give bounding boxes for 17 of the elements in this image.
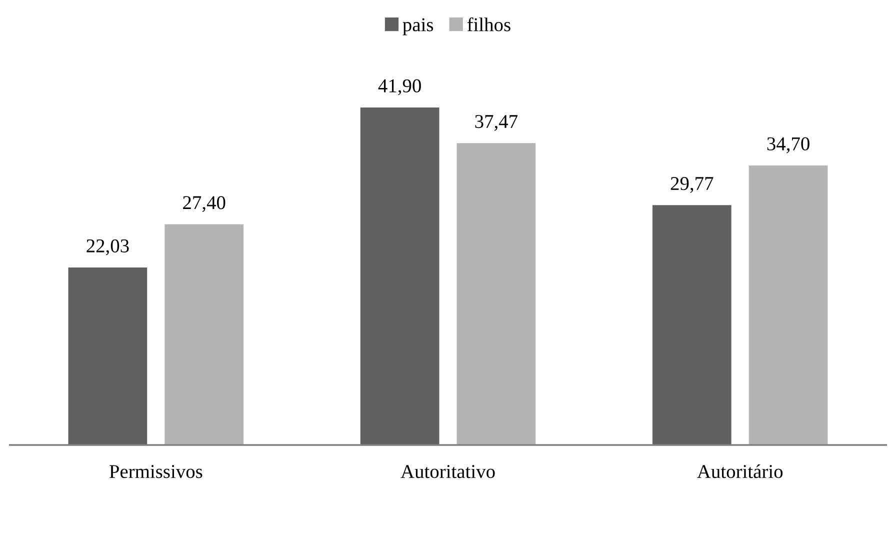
bar xyxy=(68,268,148,445)
x-tick-label: Permissivos xyxy=(109,465,202,478)
bar xyxy=(456,143,536,445)
bar xyxy=(164,224,244,445)
data-label: 37,47 xyxy=(475,115,518,131)
legend-label: filhos xyxy=(467,17,510,32)
legend-label: pais xyxy=(402,18,434,36)
bar xyxy=(360,107,440,445)
x-tick-label: Autoritário xyxy=(697,464,783,478)
data-label: 22,03 xyxy=(86,239,129,256)
data-label: 34,70 xyxy=(767,137,810,154)
x-tick-label: Autoritativo xyxy=(400,465,495,478)
data-label: 27,40 xyxy=(183,196,226,212)
bar xyxy=(652,205,732,445)
bar xyxy=(748,165,828,445)
data-label: 41,90 xyxy=(378,79,421,96)
data-label: 29,77 xyxy=(670,177,714,193)
